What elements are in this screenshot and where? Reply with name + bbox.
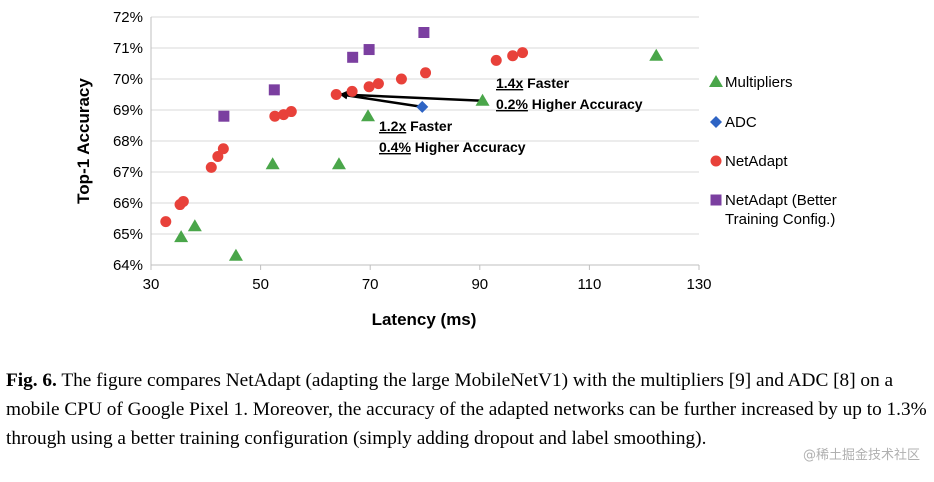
point-netadapt <box>346 85 358 97</box>
y-tick-label: 67% <box>113 164 143 181</box>
annotation-accuracy-value: 0.2% <box>496 96 528 112</box>
y-tick-label: 70% <box>113 71 143 88</box>
legend-marker <box>710 155 722 167</box>
legend: Multipliers ADC NetAdapt NetAdapt (Better Tr… <box>709 74 837 228</box>
point-netadapt <box>395 73 407 85</box>
point-netadapt-better-training-config <box>347 51 359 63</box>
point-netadapt <box>160 216 172 228</box>
point-multipliers <box>187 219 202 232</box>
point-multipliers <box>174 230 189 243</box>
point-netadapt-better-training-config <box>363 44 375 56</box>
point-adc <box>416 100 429 113</box>
point-netadapt <box>507 50 519 62</box>
annotation-accuracy: 0.4% Higher Accuracy <box>379 139 526 155</box>
point-netadapt <box>269 110 281 122</box>
scatter-chart: 64% 65% 66% 67% 68% 69% 70% 71% 72% 30 50 70 90 110 13… <box>74 9 837 329</box>
caption-label: Fig. 6. <box>6 370 57 391</box>
y-tick-label: 68% <box>113 133 143 150</box>
point-multipliers <box>475 93 490 106</box>
watermark: @稀土掘金技术社区 <box>802 448 920 463</box>
annotation-accuracy: 0.2% Higher Accuracy <box>496 96 643 112</box>
point-multipliers <box>265 157 280 170</box>
legend-label: Multipliers <box>725 74 793 91</box>
x-tick-label: 110 <box>577 276 601 293</box>
point-multipliers <box>331 157 346 170</box>
axes <box>150 17 700 270</box>
legend-label: NetAdapt (Better <box>725 192 837 209</box>
point-netadapt <box>420 67 432 79</box>
x-tick-label: 70 <box>362 276 379 293</box>
point-netadapt-better-training-config <box>218 110 230 122</box>
y-tick-label: 71% <box>113 40 143 57</box>
legend-label: ADC <box>725 114 757 131</box>
y-axis-title: Top-1 Accuracy <box>74 78 93 204</box>
annotation-arrows <box>339 90 483 109</box>
point-multipliers <box>228 248 243 261</box>
point-netadapt <box>217 143 229 155</box>
legend-label: NetAdapt <box>725 153 788 170</box>
y-tick-label: 64% <box>113 257 143 274</box>
annotation-speed-value: 1.4x <box>496 75 523 91</box>
point-netadapt <box>330 89 342 100</box>
y-tick-label: 65% <box>113 226 143 243</box>
y-tick-label: 69% <box>113 102 143 119</box>
y-tick-label: 66% <box>113 195 143 212</box>
y-tick-label: 72% <box>113 9 143 26</box>
x-tick-label: 50 <box>252 276 269 293</box>
annotation-speed: 1.2x Faster <box>379 118 453 134</box>
point-netadapt <box>205 161 217 173</box>
annotation-speed-text: Faster <box>406 118 452 134</box>
annotation-speed-text: Faster <box>523 75 569 91</box>
annotation-labels: 1.4x Faster 0.2% Higher Accuracy 1.2x Fast… <box>379 75 643 155</box>
caption-text: The figure compares NetAdapt (adapting t… <box>6 370 927 449</box>
point-netadapt <box>372 78 384 90</box>
point-netadapt <box>285 106 297 118</box>
annotation-speed-value: 1.2x <box>379 118 406 134</box>
x-axis-title: Latency (ms) <box>372 310 477 329</box>
point-netadapt-better-training-config <box>418 27 430 38</box>
figure-caption: Fig. 6. The figure compares NetAdapt (ad… <box>6 366 930 453</box>
point-netadapt <box>177 195 189 207</box>
legend-marker <box>710 194 722 206</box>
annotation-accuracy-text: Higher Accuracy <box>528 96 643 112</box>
point-netadapt <box>490 54 502 66</box>
x-tick-label: 30 <box>143 276 160 293</box>
point-multipliers <box>361 109 376 122</box>
point-netadapt <box>212 151 224 162</box>
point-netadapt-better-training-config <box>268 84 280 96</box>
annotation-accuracy-value: 0.4% <box>379 139 411 155</box>
x-tick-label: 90 <box>471 276 488 293</box>
data-points <box>160 27 664 261</box>
point-netadapt <box>517 47 529 59</box>
point-netadapt <box>363 81 375 93</box>
x-tick-label: 130 <box>686 276 711 293</box>
tick-labels: 64% 65% 66% 67% 68% 69% 70% 71% 72% 30 50 70 90 110 13… <box>113 9 712 293</box>
point-multipliers <box>649 48 664 61</box>
annotation-accuracy-text: Higher Accuracy <box>411 139 526 155</box>
annotation-arrow <box>339 91 423 109</box>
legend-label: Training Config.) <box>725 211 835 228</box>
legend-marker <box>710 116 722 128</box>
legend-marker <box>709 75 723 87</box>
annotation-arrow <box>339 90 483 102</box>
annotation-speed: 1.4x Faster <box>496 75 570 91</box>
